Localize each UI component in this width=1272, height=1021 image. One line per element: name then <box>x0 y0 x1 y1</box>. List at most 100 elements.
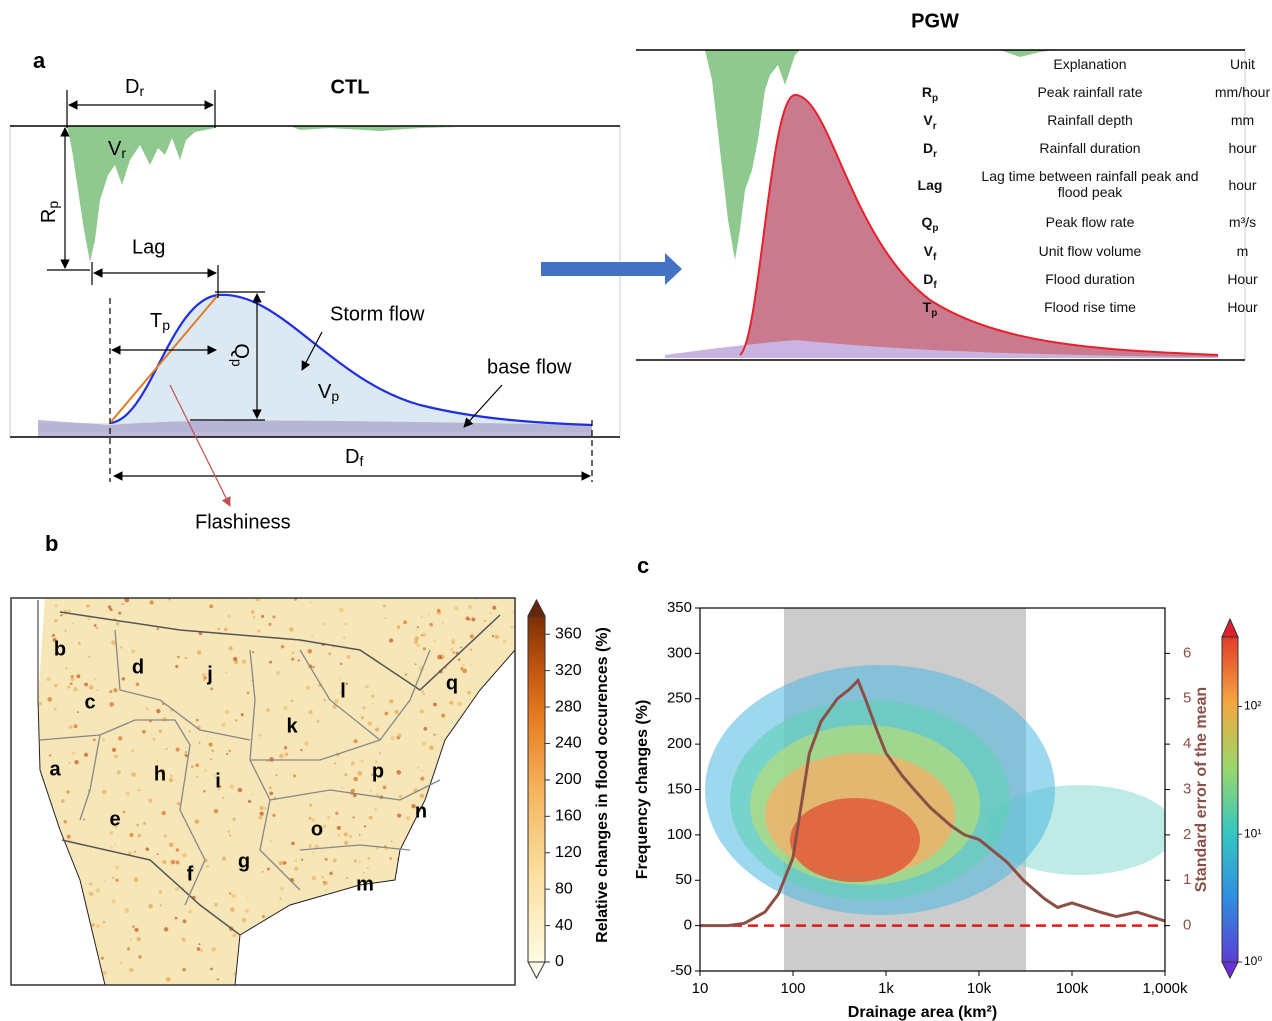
colorbar-label: Relative changes in flood occurences (%) <box>594 627 611 943</box>
speckle-dot <box>276 671 280 675</box>
speckle-dot <box>156 760 158 762</box>
speckle-dot <box>177 802 181 806</box>
colorbar-tick-label: 0 <box>555 953 564 970</box>
speckle-dot <box>327 816 330 819</box>
y-tick-label: 200 <box>667 735 692 752</box>
symbol-sub: r <box>933 149 937 160</box>
speckle-dot <box>203 790 205 792</box>
speckle-dot <box>138 834 141 837</box>
speckle-dot <box>54 684 58 688</box>
speckle-dot <box>134 877 138 881</box>
speckle-dot <box>72 623 74 625</box>
speckle-dot <box>169 778 173 782</box>
speckle-dot <box>283 706 287 710</box>
speckle-dot <box>148 904 153 909</box>
speckle-dot <box>191 766 193 768</box>
speckle-dot <box>138 789 140 791</box>
speckle-dot <box>127 947 130 950</box>
speckle-dot <box>211 749 214 752</box>
speckle-dot <box>346 877 348 879</box>
speckle-dot <box>108 605 111 608</box>
speckle-dot <box>169 842 174 847</box>
speckle-dot <box>294 867 298 871</box>
plot-area <box>700 608 1175 971</box>
symbol-sub: r <box>139 83 144 99</box>
lag-label: Lag <box>132 236 165 258</box>
speckle-dot <box>421 634 423 636</box>
speckle-dot <box>323 699 325 701</box>
speckle-dot <box>214 903 218 907</box>
speckle-dot <box>352 816 354 818</box>
speckle-dot <box>341 786 343 788</box>
speckle-dot <box>322 876 324 878</box>
symbol-main: Q <box>922 214 933 230</box>
speckle-dot <box>262 871 264 873</box>
speckle-dot <box>257 629 260 632</box>
y-tick-label: 150 <box>667 780 692 797</box>
speckle-dot <box>142 730 145 733</box>
speckle-dot <box>171 860 176 865</box>
speckle-dot <box>310 843 312 845</box>
symbol-sub: r <box>933 121 937 132</box>
speckle-dot <box>182 968 186 972</box>
speckle-dot <box>454 606 458 610</box>
speckle-dot <box>470 634 474 638</box>
y-tick-label: -50 <box>670 962 692 979</box>
speckle-dot <box>390 857 392 859</box>
speckle-dot <box>458 658 461 661</box>
symbol-sub: f <box>933 252 936 263</box>
speckle-dot <box>420 794 424 798</box>
speckle-dot <box>170 709 172 711</box>
speckle-dot <box>385 712 389 716</box>
speckle-dot <box>233 657 237 661</box>
speckle-dot <box>229 835 231 837</box>
speckle-dot <box>111 640 116 645</box>
speckle-dot <box>134 851 136 853</box>
speckle-dot <box>111 847 113 849</box>
speckle-dot <box>84 753 88 757</box>
speckle-dot <box>128 852 131 855</box>
y-axis-label: Frequency changes (%) <box>634 700 651 880</box>
panel-label: b <box>45 531 58 556</box>
speckle-dot <box>351 762 355 766</box>
table-symbol: Dr <box>900 140 960 163</box>
speckle-dot <box>247 897 249 899</box>
speckle-dot <box>102 971 106 975</box>
table-explanation: Rainfall depth <box>980 112 1200 128</box>
speckle-dot <box>83 819 85 821</box>
speckle-dot <box>322 623 325 626</box>
speckle-dot <box>89 883 92 886</box>
speckle-dot <box>333 858 337 862</box>
symbol-sub: p <box>932 93 938 104</box>
colorbar-extend <box>1222 962 1238 978</box>
speckle-dot <box>313 852 315 854</box>
speckle-dot <box>228 646 232 650</box>
panel-label: c <box>637 553 649 578</box>
table-symbol: Rp <box>900 84 960 107</box>
speckle-dot <box>123 811 126 814</box>
speckle-dot <box>492 635 494 637</box>
speckle-dot <box>185 657 187 659</box>
table-unit: m <box>1205 243 1272 259</box>
region-label: c <box>84 691 95 713</box>
panel-title: CTL <box>331 76 370 98</box>
speckle-dot <box>221 723 225 727</box>
speckle-dot <box>253 616 255 618</box>
table-header: Unit <box>1205 56 1272 72</box>
speckle-dot <box>470 648 473 651</box>
speckle-dot <box>450 648 453 651</box>
speckle-dot <box>229 784 234 789</box>
symbol-sub: f <box>933 280 936 291</box>
speckle-dot <box>96 888 100 892</box>
speckle-dot <box>334 699 339 704</box>
region-label: l <box>340 680 346 702</box>
colorbar-tick-label: 280 <box>555 698 582 715</box>
colorbar-tick-label: 10² <box>1244 699 1261 713</box>
speckle-dot <box>103 921 106 924</box>
speckle-dot <box>423 647 426 650</box>
y-tick-label: 0 <box>684 917 692 934</box>
speckle-dot <box>146 847 150 851</box>
speckle-dot <box>169 599 171 601</box>
speckle-dot <box>94 624 97 627</box>
speckle-dot <box>185 751 187 753</box>
